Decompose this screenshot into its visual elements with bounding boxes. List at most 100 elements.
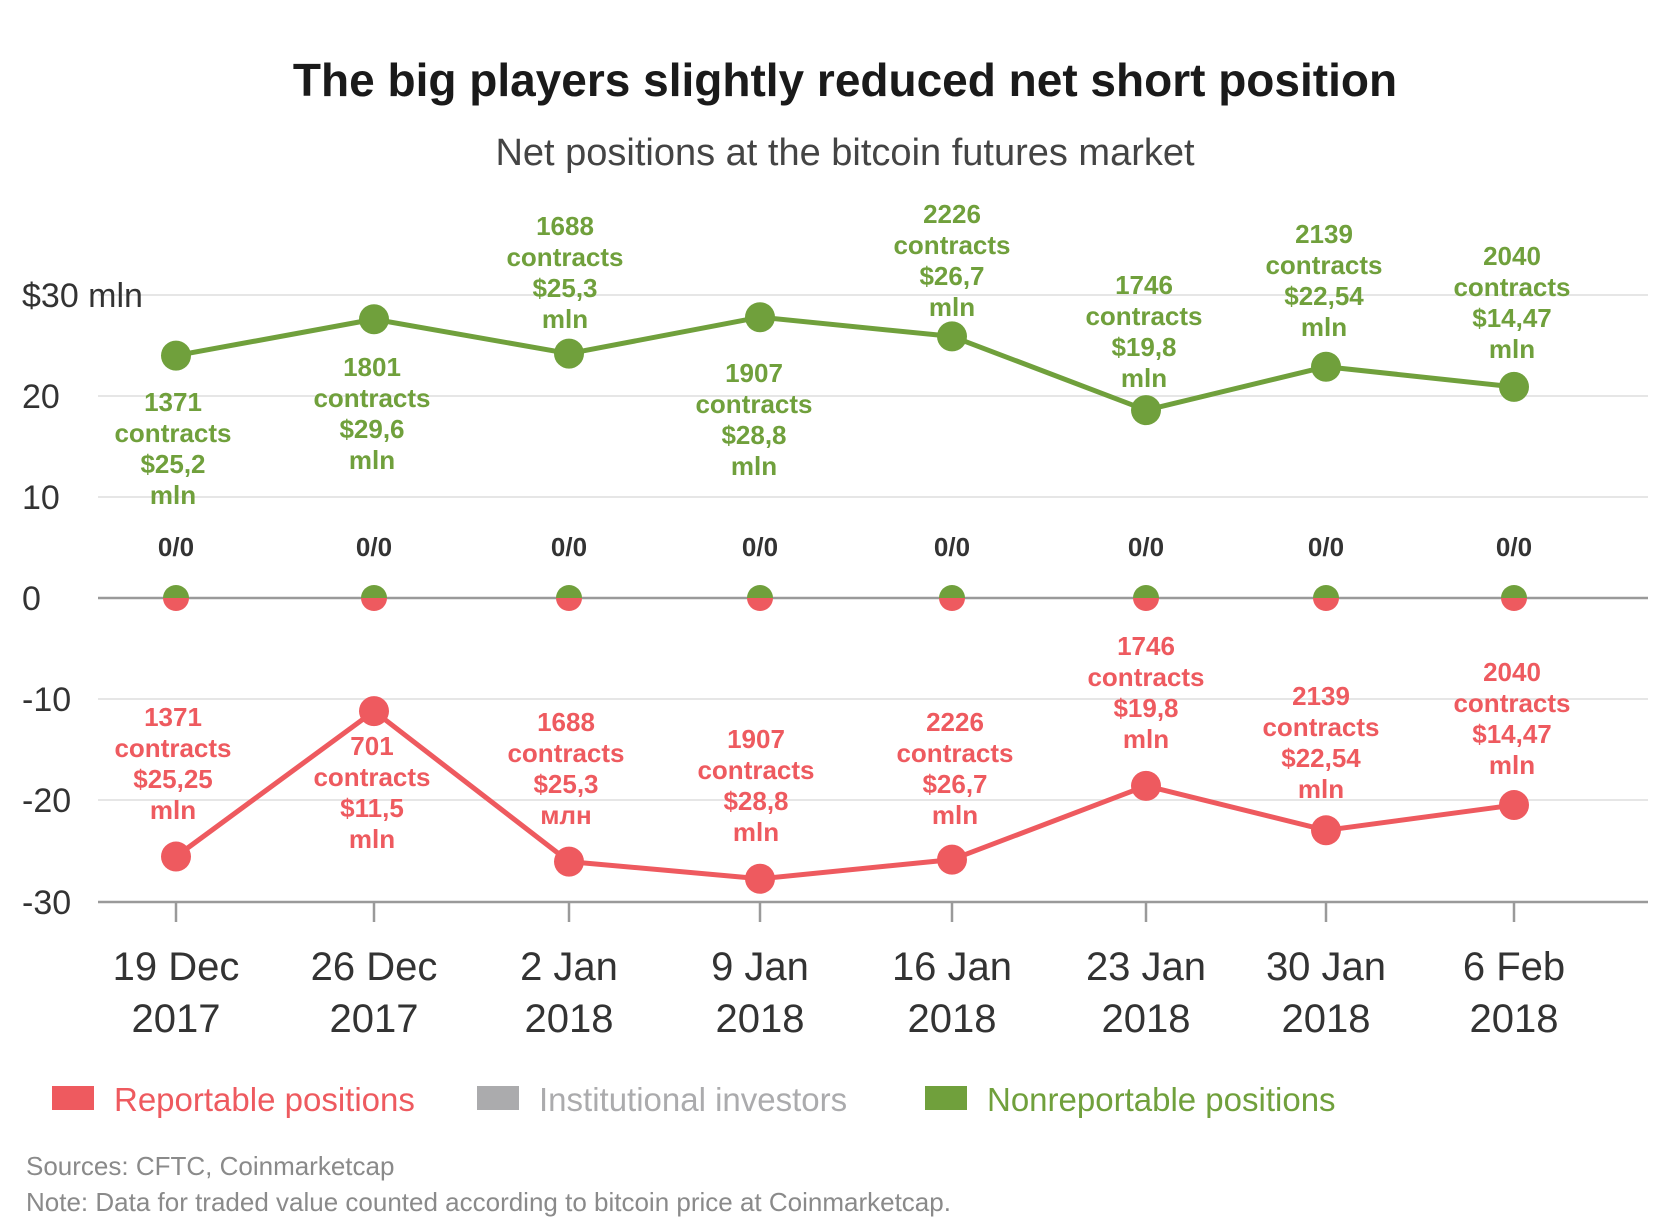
institutional-data-label: 0/0 bbox=[1128, 532, 1164, 562]
reportable-positionspoint bbox=[554, 846, 584, 877]
reportable-data-label: 1371 contracts $25,25 mln bbox=[114, 702, 231, 825]
zero-marker bbox=[163, 585, 189, 611]
legend-swatch bbox=[52, 1086, 94, 1110]
series-group bbox=[161, 302, 1529, 894]
reportable-zero-point bbox=[747, 598, 773, 611]
x-axis: 19 Dec 2017 26 Dec 2017 2 Jan 2018 9 Jan 2018 16… bbox=[98, 900, 1648, 1041]
zero-marker bbox=[1313, 585, 1339, 611]
reportable-zero-point bbox=[556, 598, 582, 611]
nonreportable-data-label: 1801 contracts $29,6 mln bbox=[313, 352, 430, 475]
legend-label: Institutional investors bbox=[539, 1081, 847, 1118]
legend-swatch bbox=[477, 1086, 519, 1110]
y-tick-label: 20 bbox=[22, 378, 60, 416]
x-tick-label: 19 Dec 2017 bbox=[113, 945, 240, 1041]
legend-item: Nonreportable positions bbox=[925, 1081, 1336, 1118]
nonreportable-positionspoint bbox=[745, 302, 775, 333]
sources-note: Sources: CFTC, Coinmarketcap bbox=[26, 1151, 394, 1181]
reportable-positionspoint bbox=[745, 863, 775, 894]
nonreportable-data-label: 1688 contracts $25,3 mln bbox=[506, 211, 623, 334]
x-tick-label: 30 Jan 2018 bbox=[1266, 945, 1386, 1041]
nonreportable-zero-point bbox=[1133, 585, 1159, 598]
nonreportable-data-label: 1907 contracts $28,8 mln bbox=[695, 358, 812, 481]
institutional-data-label: 0/0 bbox=[158, 532, 194, 562]
x-tick-label: 23 Jan 2018 bbox=[1086, 945, 1206, 1041]
reportable-zero-point bbox=[1501, 598, 1527, 611]
nonreportable-data-label: 2040 contracts $14,47 mln bbox=[1453, 241, 1570, 364]
y-tick-label: -20 bbox=[22, 782, 71, 820]
nonreportable-data-label: 2226 contracts $26,7 mln bbox=[893, 199, 1010, 322]
reportable-zero-point bbox=[361, 598, 387, 611]
nonreportable-zero-point bbox=[1501, 585, 1527, 598]
chart-subtitle: Net positions at the bitcoin futures mar… bbox=[495, 132, 1195, 174]
reportable-positionspoint bbox=[161, 841, 191, 872]
legend-item: Reportable positions bbox=[52, 1081, 415, 1118]
institutional-data-label: 0/0 bbox=[742, 532, 778, 562]
reportable-zero-point bbox=[1313, 598, 1339, 611]
reportable-zero-point bbox=[1133, 598, 1159, 611]
x-tick-label: 2 Jan 2018 bbox=[520, 945, 618, 1041]
zero-marker bbox=[939, 585, 965, 611]
reportable-data-label: 1907 contracts $28,8 mln bbox=[697, 724, 814, 847]
legend-label: Reportable positions bbox=[114, 1081, 415, 1118]
institutional-data-label: 0/0 bbox=[1496, 532, 1532, 562]
reportable-zero-point bbox=[163, 598, 189, 611]
nonreportable-data-label: 2139 contracts $22,54 mln bbox=[1265, 219, 1382, 342]
legend-swatch bbox=[925, 1086, 967, 1110]
nonreportable-data-label: 1371 contracts $25,2 mln bbox=[114, 387, 231, 510]
zero-marker bbox=[556, 585, 582, 611]
nonreportable-positionspoint bbox=[359, 304, 389, 335]
legend: Reportable positions Institutional invest… bbox=[52, 1081, 1336, 1118]
institutional-data-label: 0/0 bbox=[551, 532, 587, 562]
data-labels: 0/0 0/0 0/0 0/0 0/0 0/0 0/0 0/0 1371 contracts $25… bbox=[114, 199, 1570, 854]
y-tick-label: -10 bbox=[22, 681, 71, 719]
nonreportable-zero-point bbox=[361, 585, 387, 598]
reportable-positionsline bbox=[174, 708, 1515, 882]
reportable-data-label: 701 contracts $11,5 mln bbox=[313, 731, 430, 854]
reportable-data-label: 2226 contracts $26,7 mln bbox=[896, 707, 1013, 830]
legend-item: Institutional investors bbox=[477, 1081, 847, 1118]
nonreportable-data-label: 1746 contracts $19,8 mln bbox=[1085, 270, 1202, 393]
institutional-data-label: 0/0 bbox=[934, 532, 970, 562]
zero-marker bbox=[361, 585, 387, 611]
nonreportable-zero-point bbox=[747, 585, 773, 598]
nonreportable-positionspoint bbox=[937, 321, 967, 352]
reportable-data-label: 2139 contracts $22,54 mln bbox=[1262, 681, 1379, 804]
reportable-positionspoint bbox=[1499, 790, 1529, 821]
y-axis-tick-labels: $30 mln 20 10 0 -10 -20 -30 bbox=[22, 277, 143, 922]
x-tick-label: 26 Dec 2017 bbox=[311, 945, 438, 1041]
y-tick-label: 0 bbox=[22, 580, 41, 618]
y-tick-label: $30 mln bbox=[22, 277, 143, 315]
chart-title: The big players slightly reduced net sho… bbox=[293, 54, 1397, 106]
nonreportable-zero-point bbox=[163, 585, 189, 598]
institutional-data-label: 0/0 bbox=[356, 532, 392, 562]
reportable-positionspoint bbox=[1131, 770, 1161, 801]
nonreportable-zero-point bbox=[1313, 585, 1339, 598]
nonreportable-positionsline bbox=[175, 314, 1515, 413]
x-tick-label: 6 Feb 2018 bbox=[1463, 945, 1565, 1041]
zero-marker bbox=[1133, 585, 1159, 611]
nonreportable-zero-point bbox=[939, 585, 965, 598]
reportable-data-label: 1746 contracts $19,8 mln bbox=[1087, 631, 1204, 754]
reportable-data-label: 2040 contracts $14,47 mln bbox=[1453, 657, 1570, 780]
y-tick-label: 10 bbox=[22, 479, 60, 517]
reportable-data-label: 1688 contracts $25,3 млн bbox=[507, 707, 624, 830]
legend-label: Nonreportable positions bbox=[987, 1081, 1336, 1118]
gridlines bbox=[98, 294, 1648, 801]
reportable-positionspoint bbox=[1311, 815, 1341, 846]
footnote: Note: Data for traded value counted acco… bbox=[26, 1187, 951, 1217]
nonreportable-positionspoint bbox=[1499, 371, 1529, 402]
zero-marker bbox=[1501, 585, 1527, 611]
x-tick-label: 9 Jan 2018 bbox=[711, 945, 809, 1041]
zero-marker bbox=[747, 585, 773, 611]
institutional-data-label: 0/0 bbox=[1308, 532, 1344, 562]
nonreportable-positionspoint bbox=[161, 340, 191, 371]
nonreportable-positionspoint bbox=[554, 338, 584, 369]
nonreportable-positionspoint bbox=[1131, 395, 1161, 426]
nonreportable-zero-point bbox=[556, 585, 582, 598]
x-tick-label: 16 Jan 2018 bbox=[892, 945, 1012, 1041]
y-tick-label: -30 bbox=[22, 884, 71, 922]
reportable-zero-point bbox=[939, 598, 965, 611]
reportable-positionspoint bbox=[359, 696, 389, 727]
nonreportable-positionspoint bbox=[1311, 351, 1341, 382]
